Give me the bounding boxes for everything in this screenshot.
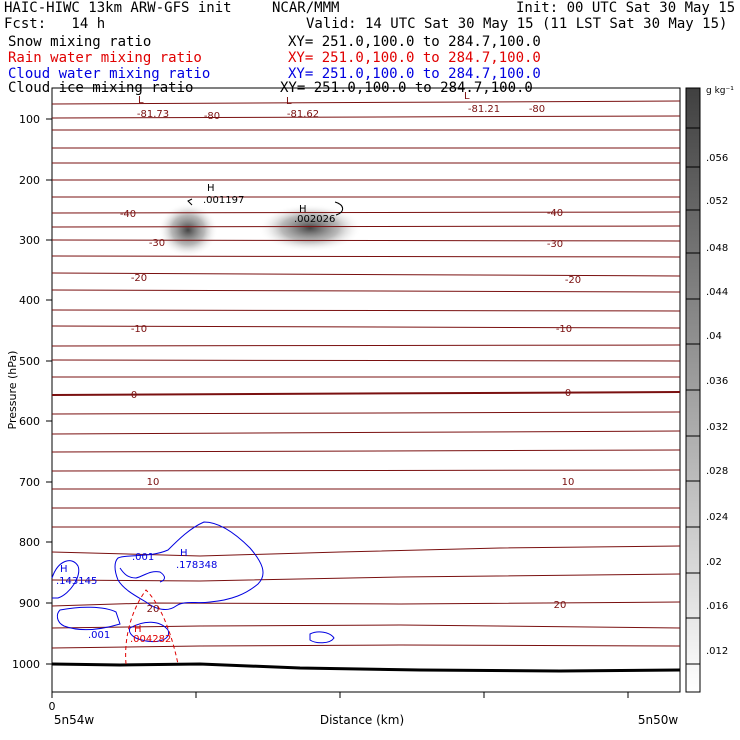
- temperature-contours: [51, 100, 681, 649]
- colorbar-labels: .056 .052 .048 .044 .04 .036 .032 .028 .…: [706, 153, 728, 657]
- colorbar-label: .024: [706, 512, 728, 523]
- low-marker: L: [286, 96, 292, 107]
- temp-label: -40: [547, 208, 563, 219]
- rain-water-contour: [125, 589, 179, 665]
- blob-contours: [187, 198, 344, 216]
- header-valid: Valid: 14 UTC Sat 30 May 15 (11 LST Sat …: [306, 16, 728, 32]
- field-rain-name: Rain water mixing ratio: [8, 50, 202, 66]
- cloud-water-contours: [51, 521, 335, 644]
- colorbar-label: .028: [706, 466, 728, 477]
- y-axis: [46, 118, 52, 665]
- y-tick-labels: 100 200 300 400 500 600 700 800 900 1000: [12, 113, 40, 671]
- x-axis-title: Distance (km): [320, 713, 404, 727]
- colorbar-label: .052: [706, 196, 728, 207]
- temp-label: -30: [547, 239, 563, 250]
- high-marker: H: [60, 564, 68, 575]
- y-tick-label: 700: [19, 476, 40, 489]
- extremum-value: .004282: [130, 634, 171, 645]
- temp-label: -81.62: [287, 109, 319, 120]
- snow-blob-right: [258, 204, 362, 252]
- high-marker: H: [134, 624, 142, 635]
- temp-label: -81.21: [468, 104, 500, 115]
- colorbar-label: .048: [706, 243, 728, 254]
- header-init: Init: 00 UTC Sat 30 May 15: [516, 0, 736, 16]
- colorbar-label: .036: [706, 376, 728, 387]
- field-cloud-name: Cloud water mixing ratio: [8, 66, 211, 82]
- header-title: HAIC-HIWC 13km ARW-GFS init: [4, 0, 232, 16]
- high-marker: H: [180, 548, 188, 559]
- y-tick-label: 100: [19, 113, 40, 126]
- temperature-labels: -81.73 -80 -81.62 -81.21 -80 -40 -40 -30…: [120, 104, 581, 615]
- ground-line: [51, 662, 681, 673]
- y-tick-label: 200: [19, 174, 40, 187]
- field-snow-xy: XY= 251.0,100.0 to 284.7,100.0: [288, 34, 541, 50]
- field-rain-xy: XY= 251.0,100.0 to 284.7,100.0: [288, 50, 541, 66]
- temp-label: -10: [556, 324, 572, 335]
- extremum-value: .002026: [294, 214, 335, 225]
- extrema-labels: L L L H .001197 H .002026 H .143145 H .1…: [56, 91, 470, 645]
- temp-label: -80: [529, 104, 545, 115]
- extremum-value: .143145: [56, 576, 97, 587]
- colorbar-label: .012: [706, 646, 728, 657]
- temp-label: 10: [562, 477, 575, 488]
- temp-label: 0: [131, 390, 137, 401]
- temp-label: -40: [120, 209, 136, 220]
- temp-label: -80: [204, 111, 220, 122]
- high-marker: H: [299, 204, 307, 215]
- x-right-label: 5n50w: [638, 713, 679, 727]
- y-tick-label: 1000: [12, 658, 40, 671]
- colorbar-unit: g kg⁻¹: [706, 86, 734, 96]
- extremum-value: .001: [132, 552, 154, 563]
- extremum-value: .001: [88, 630, 110, 641]
- field-snow-name: Snow mixing ratio: [8, 34, 152, 50]
- temp-label: -20: [131, 273, 147, 284]
- colorbar-label: .056: [706, 153, 728, 164]
- header-fcst: Fcst: 14 h: [4, 16, 106, 32]
- field-cloud-xy: XY= 251.0,100.0 to 284.7,100.0: [288, 66, 541, 82]
- snow-blob-left: [158, 203, 218, 257]
- x-zero-label: 0: [49, 700, 56, 713]
- x-left-label: 5n54w: [54, 713, 95, 727]
- y-tick-label: 800: [19, 536, 40, 549]
- y-tick-label: 900: [19, 597, 40, 610]
- colorbar-label: .044: [706, 287, 728, 298]
- colorbar-ticks: [686, 127, 700, 665]
- temp-label: 20: [147, 604, 160, 615]
- x-axis: [51, 692, 629, 698]
- temp-label: 0: [565, 388, 571, 399]
- low-marker: L: [138, 95, 144, 106]
- extremum-value: .001197: [203, 195, 244, 206]
- low-marker: L: [464, 91, 470, 102]
- y-tick-label: 600: [19, 415, 40, 428]
- y-tick-label: 400: [19, 294, 40, 307]
- colorbar-label: .02: [706, 557, 722, 568]
- y-axis-title: Pressure (hPa): [6, 351, 19, 430]
- colorbar-label: .04: [706, 331, 722, 342]
- temp-label: -81.73: [137, 109, 169, 120]
- temp-label: -30: [149, 238, 165, 249]
- temp-label: 10: [147, 477, 160, 488]
- plot-frame: [51, 87, 681, 693]
- temp-label: -20: [565, 275, 581, 286]
- colorbar-label: .032: [706, 422, 728, 433]
- colorbar-label: .016: [706, 601, 728, 612]
- temp-label: 20: [554, 600, 567, 611]
- high-marker: H: [207, 183, 215, 194]
- temp-label: -10: [131, 324, 147, 335]
- extremum-value: .178348: [176, 560, 217, 571]
- y-tick-label: 300: [19, 234, 40, 247]
- y-tick-label: 500: [19, 355, 40, 368]
- header-org: NCAR/MMM: [272, 0, 340, 16]
